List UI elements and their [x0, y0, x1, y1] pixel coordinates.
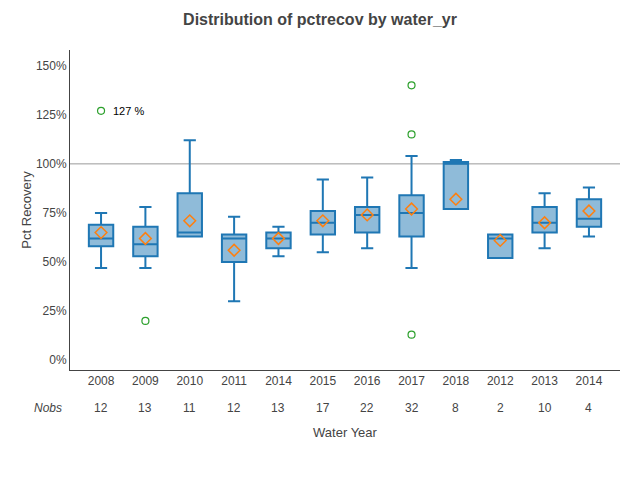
- svg-text:32: 32: [405, 401, 419, 415]
- svg-text:13: 13: [138, 401, 152, 415]
- svg-text:2016: 2016: [354, 374, 381, 388]
- svg-text:10: 10: [538, 401, 552, 415]
- svg-text:17: 17: [316, 401, 330, 415]
- svg-text:150%: 150%: [36, 59, 67, 73]
- svg-text:13: 13: [271, 401, 285, 415]
- svg-text:2: 2: [497, 401, 504, 415]
- svg-text:Water Year: Water Year: [313, 425, 378, 440]
- svg-text:4: 4: [585, 401, 592, 415]
- svg-text:2008: 2008: [88, 374, 115, 388]
- svg-text:8: 8: [452, 401, 459, 415]
- svg-text:127 %: 127 %: [113, 105, 144, 117]
- svg-text:22: 22: [360, 401, 374, 415]
- svg-text:2017: 2017: [398, 374, 425, 388]
- svg-text:0%: 0%: [49, 353, 67, 367]
- svg-text:Nobs: Nobs: [34, 401, 62, 415]
- svg-text:2009: 2009: [132, 374, 159, 388]
- svg-text:12: 12: [227, 401, 241, 415]
- svg-text:2012: 2012: [487, 374, 514, 388]
- svg-text:25%: 25%: [43, 304, 67, 318]
- svg-text:2014: 2014: [265, 374, 292, 388]
- svg-text:2010: 2010: [176, 374, 203, 388]
- svg-text:2014: 2014: [576, 374, 603, 388]
- svg-text:12: 12: [94, 401, 108, 415]
- svg-text:50%: 50%: [43, 255, 67, 269]
- svg-text:125%: 125%: [36, 108, 67, 122]
- svg-text:2013: 2013: [531, 374, 558, 388]
- svg-text:2011: 2011: [221, 374, 247, 388]
- svg-text:2015: 2015: [309, 374, 336, 388]
- svg-text:Pct Recovery: Pct Recovery: [19, 171, 34, 249]
- svg-text:100%: 100%: [36, 157, 67, 171]
- svg-text:11: 11: [183, 401, 196, 415]
- svg-text:Distribution of pctrecov by wa: Distribution of pctrecov by water_yr: [183, 11, 457, 28]
- svg-text:2018: 2018: [443, 374, 470, 388]
- svg-text:75%: 75%: [43, 206, 67, 220]
